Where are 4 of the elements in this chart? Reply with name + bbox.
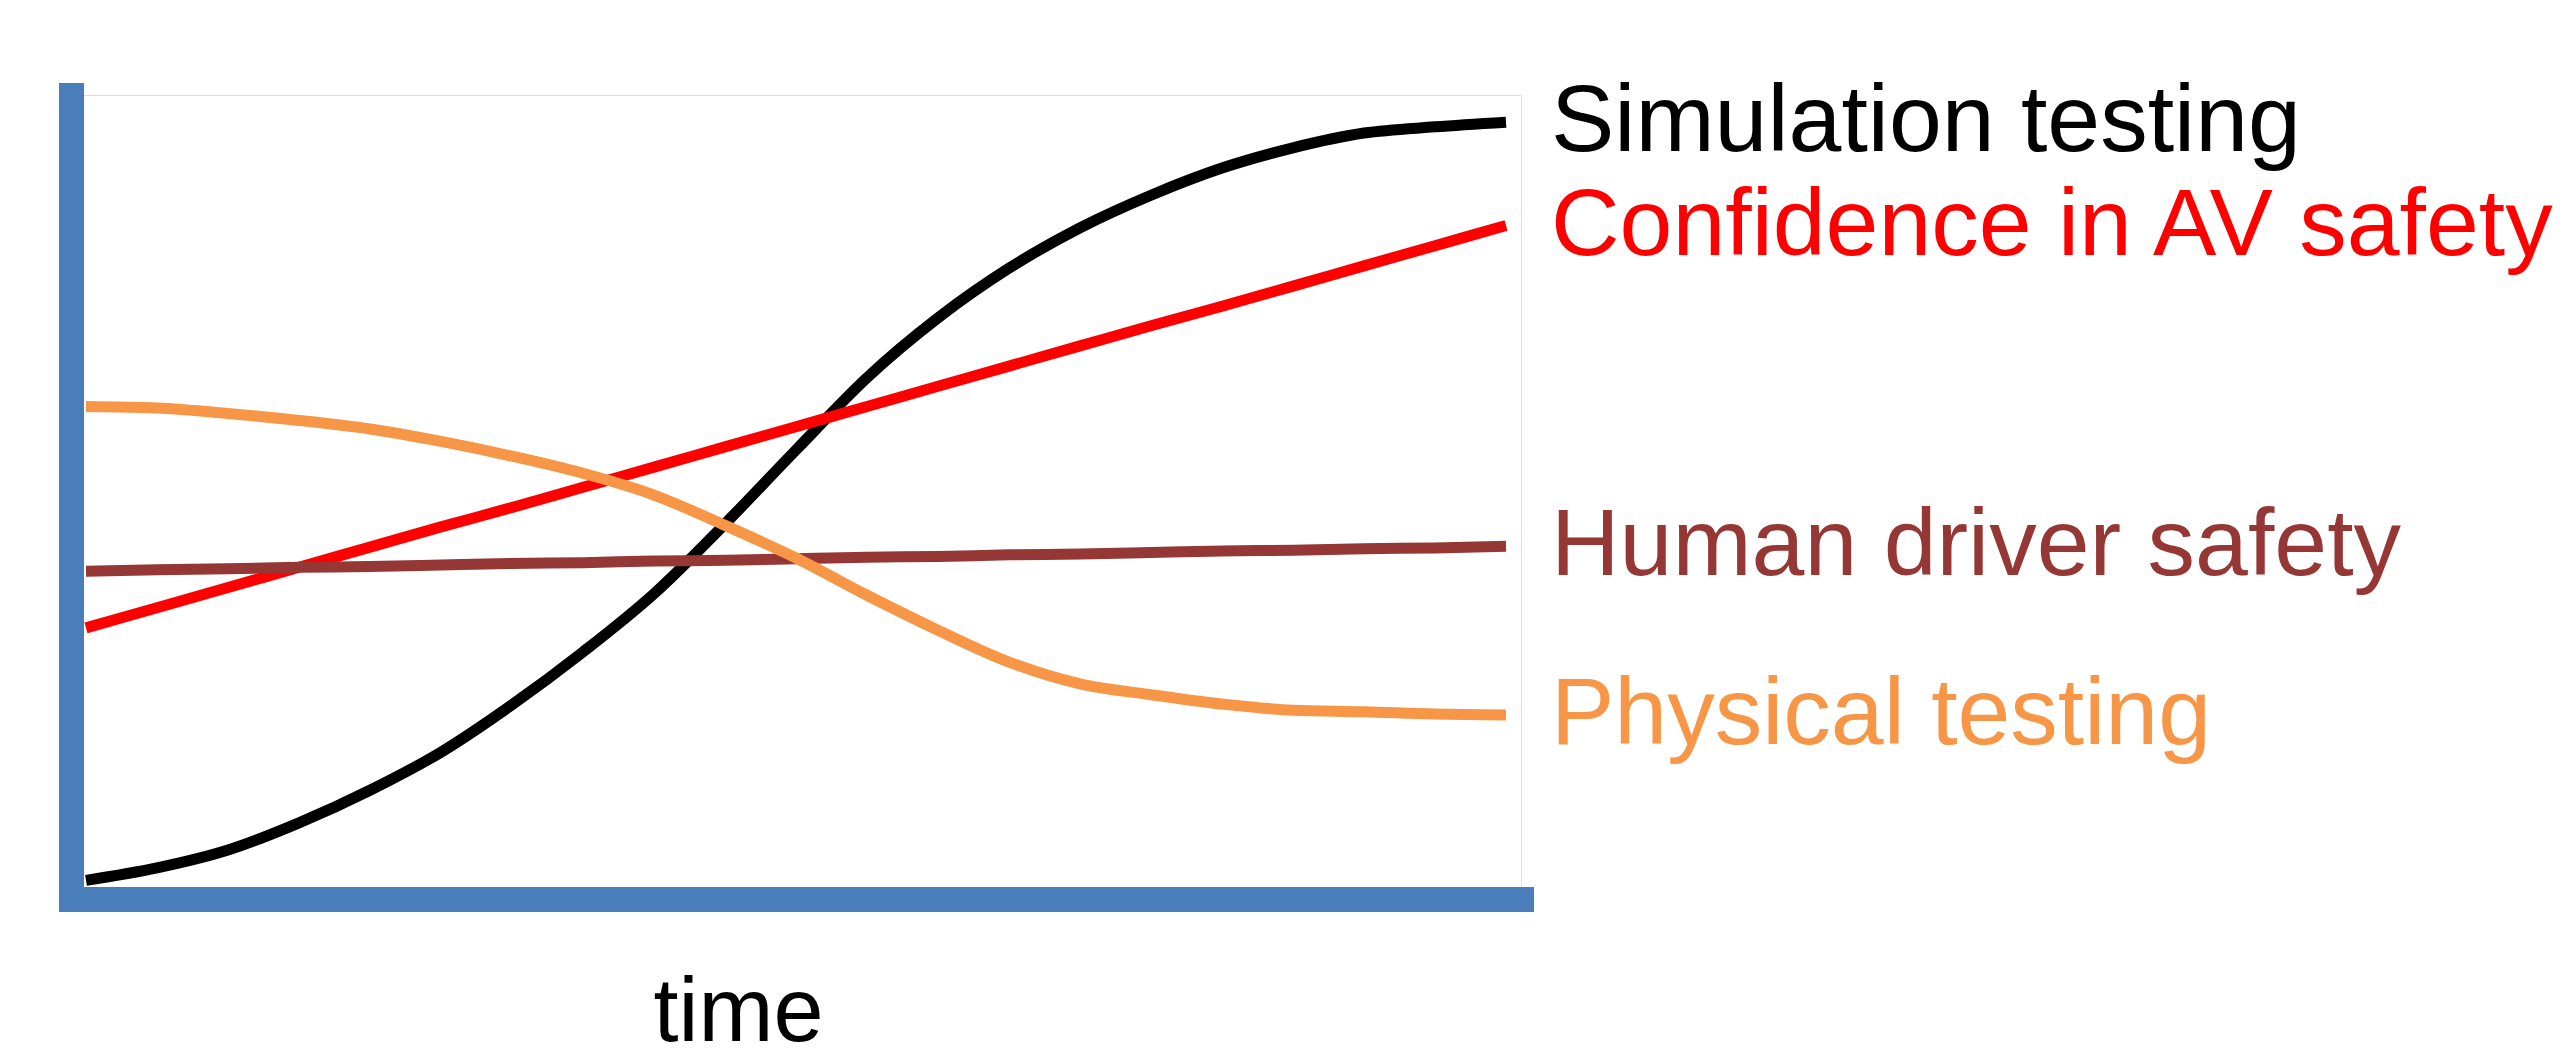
- series-label: Human driver safety: [1551, 489, 2402, 596]
- series-label: Physical testing: [1551, 657, 2212, 764]
- x-axis-title: time: [653, 959, 824, 1059]
- series-label: Simulation testing: [1551, 65, 2301, 172]
